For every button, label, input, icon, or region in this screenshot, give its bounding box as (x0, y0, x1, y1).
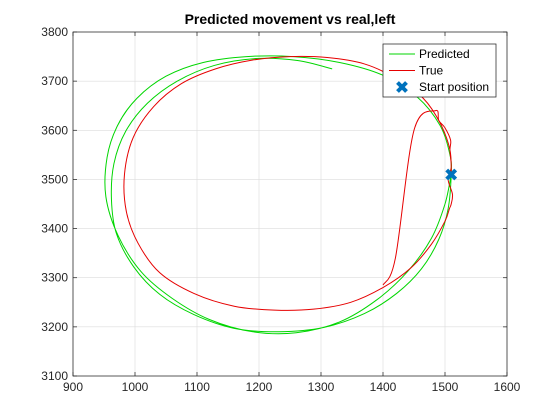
start-position-marker (445, 168, 458, 181)
y-tick-label: 3700 (41, 74, 68, 88)
x-tick-label: 1400 (370, 380, 397, 394)
y-tick-label: 3500 (41, 172, 68, 186)
tick-marks (72, 31, 508, 377)
chart-title: Predicted movement vs real,left (185, 11, 396, 27)
series-line-predicted (104, 55, 452, 335)
x-tick-label: 1100 (184, 380, 210, 394)
x-tick-label: 1600 (494, 380, 521, 394)
legend: Predicted True Start position (382, 43, 497, 98)
y-tick-label: 3600 (41, 123, 68, 137)
legend-label-predicted: Predicted (419, 47, 470, 61)
x-tick-label: 1200 (246, 380, 273, 394)
y-tick-label: 3800 (41, 25, 68, 39)
series-layer (104, 55, 458, 335)
y-tick-label: 3200 (41, 320, 68, 334)
tick-labels: 900 1000 1100 1200 1300 1400 1500 1600 3100 3200 3… (41, 25, 520, 394)
x-tick-label: 1500 (432, 380, 459, 394)
y-tick-label: 3100 (41, 369, 68, 383)
axes-box (72, 31, 508, 377)
x-tick-label: 1300 (308, 380, 335, 394)
legend-swatch-start-position (396, 81, 408, 93)
x-tick-label: 1000 (122, 380, 149, 394)
legend-label-start-position: Start position (419, 80, 489, 94)
series-line-true (123, 55, 454, 311)
x-tick-label: 900 (63, 380, 83, 394)
y-tick-label: 3400 (41, 222, 68, 236)
legend-label-true: True (419, 64, 444, 78)
y-tick-label: 3300 (41, 271, 68, 285)
